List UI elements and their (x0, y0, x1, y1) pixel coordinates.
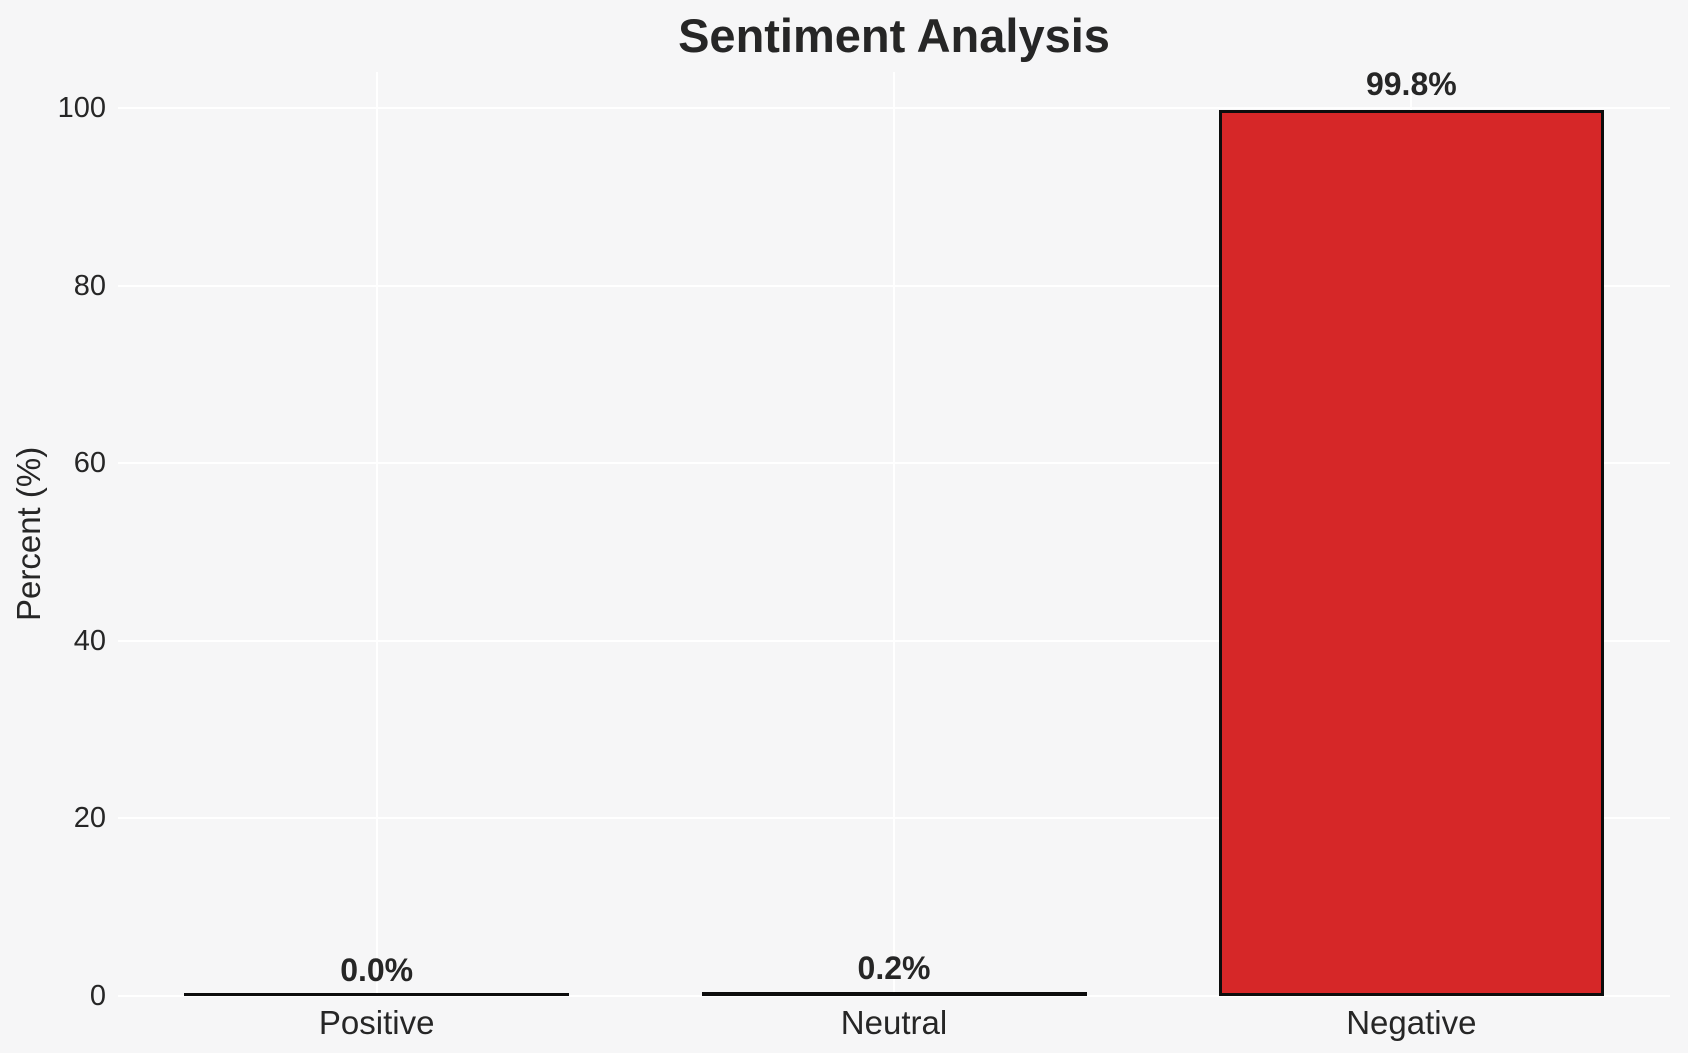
bar-neutral (701, 991, 1087, 996)
x-gridline (375, 72, 378, 996)
y-tick-label: 80 (73, 269, 106, 302)
bar-value-label: 99.8% (1365, 65, 1457, 102)
plot-area: 0.0% 0.2% 99.8% (118, 66, 1670, 997)
bar-value-label: 0.2% (857, 950, 931, 987)
y-tick-label: 100 (57, 92, 106, 124)
bar-value-label: 0.0% (340, 952, 414, 988)
y-tick-label: 0 (89, 980, 106, 1012)
y-tick-label: 20 (73, 802, 106, 835)
y-axis-label: Percent (%) (10, 446, 47, 622)
y-gridline (118, 995, 1670, 997)
x-tick-label-neutral: Neutral (840, 1004, 948, 1041)
x-tick-label-positive: Positive (318, 1004, 435, 1041)
x-tick-label-negative: Negative (1346, 1004, 1477, 1041)
y-tick-label: 40 (73, 624, 106, 657)
y-tick-label: 60 (73, 447, 106, 480)
bar-positive (184, 993, 570, 996)
x-gridline (893, 72, 895, 996)
chart-title: Sentiment Analysis (678, 9, 1110, 62)
bar-negative (1218, 109, 1604, 996)
